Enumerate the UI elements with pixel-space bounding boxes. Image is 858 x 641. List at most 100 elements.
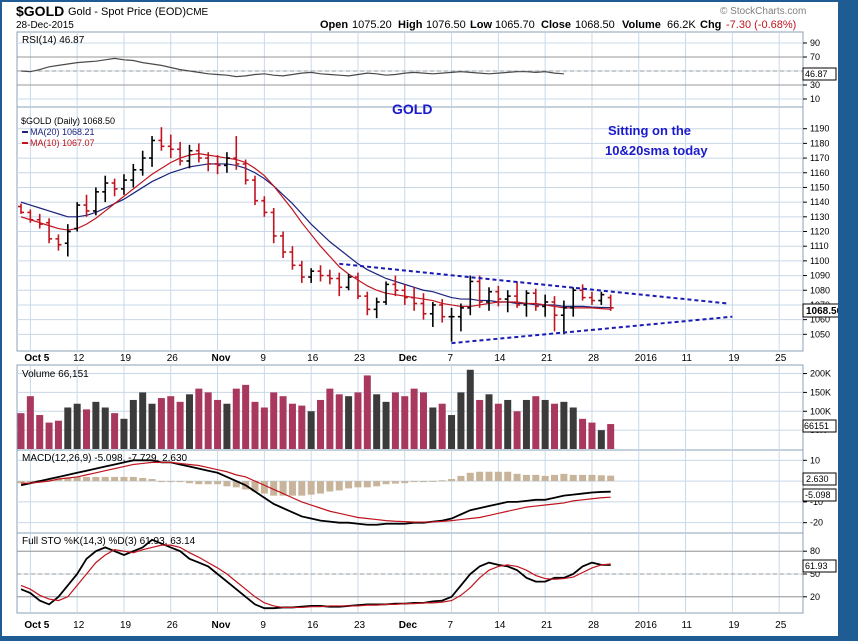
x-tick-label-bottom: Dec bbox=[399, 620, 418, 631]
volume-bar bbox=[214, 399, 222, 449]
volume-bar bbox=[232, 388, 240, 449]
y-tick-label: 100K bbox=[810, 406, 831, 416]
volume-bars bbox=[17, 369, 615, 449]
sto-panel-box bbox=[16, 532, 804, 614]
x-tick-label-bottom: 25 bbox=[775, 620, 787, 631]
x-tick-label: 28 bbox=[588, 353, 600, 364]
macd-histogram-bar bbox=[541, 475, 549, 482]
scrollbar-track[interactable] bbox=[838, 2, 856, 639]
open-value: 1075.20 bbox=[352, 19, 392, 31]
macd-hist-last-value: 2.630 bbox=[806, 474, 829, 484]
volume-bar bbox=[504, 399, 512, 449]
volume-bar bbox=[45, 422, 53, 449]
x-tick-label-bottom: 28 bbox=[588, 620, 600, 631]
annotation-line-1: Sitting on the bbox=[608, 123, 691, 138]
open-label: Open bbox=[320, 19, 348, 31]
macd-last-box bbox=[802, 488, 837, 502]
sto-last-box bbox=[802, 559, 837, 573]
macd-histogram-bar bbox=[45, 479, 53, 482]
volume-bar bbox=[438, 403, 446, 449]
x-tick-label-bottom: 16 bbox=[307, 620, 319, 631]
chart-title: GOLD bbox=[392, 101, 432, 117]
volume-bar bbox=[54, 420, 62, 449]
volume-bar bbox=[391, 392, 399, 449]
macd-histogram-bar bbox=[298, 481, 306, 496]
volume-bar bbox=[148, 403, 156, 449]
macd-histogram-bar bbox=[251, 481, 259, 492]
rsi-last-value: 46.87 bbox=[805, 69, 828, 79]
volume-bar bbox=[251, 401, 259, 449]
y-tick-label: 150K bbox=[810, 387, 831, 397]
y-tick-label: 1170 bbox=[810, 153, 829, 163]
volume-bar bbox=[494, 403, 502, 449]
price-grid bbox=[17, 108, 803, 350]
x-tick-label: 16 bbox=[307, 353, 319, 364]
moving-averages bbox=[20, 153, 611, 310]
macd-histogram-bar bbox=[176, 481, 184, 483]
macd-histogram-bar bbox=[139, 477, 147, 482]
volume-bar bbox=[354, 392, 362, 449]
x-tick-label: 12 bbox=[73, 353, 85, 364]
sto-y-axis: 20 50 80 bbox=[803, 546, 820, 602]
x-tick-label-bottom: 21 bbox=[541, 620, 553, 631]
volume-label: Volume bbox=[622, 19, 661, 31]
exchange: CME bbox=[186, 7, 209, 18]
volume-bar bbox=[560, 401, 568, 449]
y-tick-label: 50 bbox=[810, 569, 820, 579]
macd-histogram-bar bbox=[326, 481, 334, 492]
macd-histogram-bar bbox=[382, 481, 390, 485]
volume-bar bbox=[363, 375, 371, 449]
rsi-panel: 1030507090 RSI(14) 46.87 46.87 bbox=[16, 31, 837, 108]
macd-histogram-bar bbox=[26, 481, 34, 483]
macd-histogram-bar bbox=[157, 481, 165, 483]
volume-panel-box bbox=[16, 364, 804, 451]
y-tick-label: 1090 bbox=[810, 271, 830, 281]
sto-lines bbox=[17, 538, 803, 610]
macd-histogram-bar bbox=[419, 481, 427, 483]
sto-label: Full STO %K(14,3) %D(3) 61.93, 63.14 bbox=[22, 536, 196, 547]
sto-d-line bbox=[20, 544, 611, 609]
x-tick-label: 7 bbox=[448, 353, 454, 364]
volume-bar bbox=[485, 394, 493, 449]
y-tick-label: 1050 bbox=[810, 329, 830, 339]
macd-histogram-bar bbox=[17, 481, 25, 484]
volume-bar bbox=[476, 399, 484, 449]
macd-histogram-bar bbox=[607, 475, 615, 482]
sto-k-line bbox=[20, 538, 611, 610]
x-axis-labels-bottom: Oct 5 12 19 26 Nov 9 16 23 Dec 7 14 21 28 2016 11 19 25 bbox=[24, 620, 786, 631]
x-tick-label: 9 bbox=[260, 353, 266, 364]
macd-histogram-bar bbox=[185, 481, 193, 484]
x-tick-label: 11 bbox=[682, 353, 693, 364]
macd-histogram-bar bbox=[391, 481, 399, 484]
y-tick-label: 1190 bbox=[810, 124, 829, 134]
volume-bar bbox=[522, 399, 530, 449]
macd-histogram-bar bbox=[204, 481, 212, 485]
macd-histogram-bar bbox=[101, 476, 109, 482]
header: $GOLD Gold - Spot Price (EOD) CME 28-Dec… bbox=[16, 3, 806, 31]
x-tick-label: 23 bbox=[354, 353, 366, 364]
volume-bar bbox=[597, 430, 605, 449]
y-tick-label: 80 bbox=[810, 546, 820, 556]
x-tick-label: 26 bbox=[167, 353, 179, 364]
volume-last-value: 66151 bbox=[804, 421, 829, 431]
y-tick-label: 70 bbox=[810, 52, 820, 62]
volume-last-box bbox=[802, 419, 837, 433]
low-value: 1065.70 bbox=[495, 19, 535, 31]
x-tick-label: Nov bbox=[212, 353, 231, 364]
volume-bar bbox=[448, 415, 456, 449]
x-tick-label-bottom: 19 bbox=[120, 620, 132, 631]
volume-bar bbox=[176, 401, 184, 449]
volume-bar bbox=[429, 407, 437, 449]
y-tick-label: 1110 bbox=[810, 241, 829, 251]
ma10-label: MA(10) 1067.07 bbox=[30, 138, 95, 148]
high-value: 1076.50 bbox=[426, 19, 466, 31]
y-tick-label: 1150 bbox=[810, 182, 829, 192]
x-tick-label: 25 bbox=[775, 353, 787, 364]
volume-bar bbox=[532, 396, 540, 449]
macd-histogram-bar bbox=[260, 481, 268, 494]
macd-histogram-bar bbox=[223, 481, 231, 487]
chg-value: -7.30 (-0.68%) bbox=[726, 19, 796, 31]
volume-bar bbox=[326, 388, 334, 449]
macd-histogram-bar bbox=[279, 481, 287, 496]
volume-bar bbox=[260, 407, 268, 449]
